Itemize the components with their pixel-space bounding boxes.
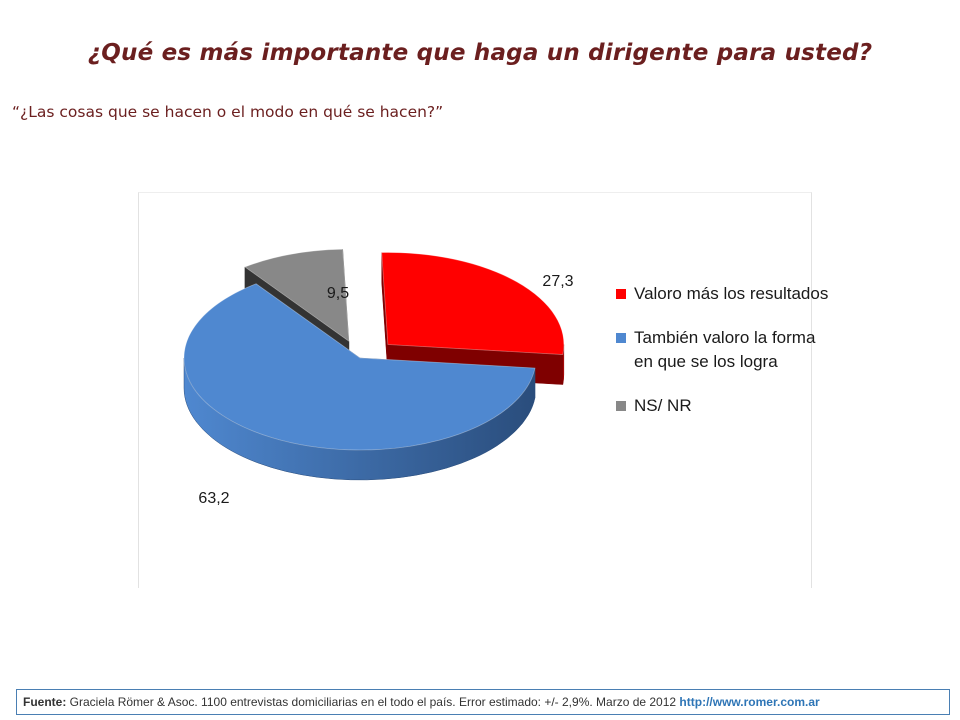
footer-link[interactable]: http://www.romer.com.ar <box>679 695 820 709</box>
footer-text: Graciela Römer & Asoc. 1100 entrevistas … <box>66 695 680 709</box>
footer-label: Fuente: <box>23 695 67 709</box>
page-subtitle: “¿Las cosas que se hacen o el modo en qu… <box>12 103 444 121</box>
legend-item-resultados: Valoro más los resultados <box>616 282 836 306</box>
legend-label: NS/ NR <box>634 396 692 415</box>
chart-legend: Valoro más los resultados También valoro… <box>616 282 836 438</box>
legend-item-forma: También valoro la forma en que se los lo… <box>616 326 836 374</box>
source-footer: Fuente: Graciela Römer & Asoc. 1100 entr… <box>16 689 950 715</box>
legend-swatch <box>616 333 626 343</box>
legend-item-nsnr: NS/ NR <box>616 394 836 418</box>
legend-label: Valoro más los resultados <box>634 284 829 303</box>
legend-swatch <box>616 401 626 411</box>
page-title: ¿Qué es más importante que haga un dirig… <box>87 40 873 66</box>
data-label-1: 63,2 <box>198 490 229 507</box>
data-label-0: 27,3 <box>542 273 573 290</box>
legend-swatch <box>616 289 626 299</box>
legend-label: También valoro la forma en que se los lo… <box>634 328 816 371</box>
data-label-2: 9,5 <box>327 285 349 302</box>
chart-frame <box>138 192 812 588</box>
pie-slice-1 <box>183 283 536 481</box>
